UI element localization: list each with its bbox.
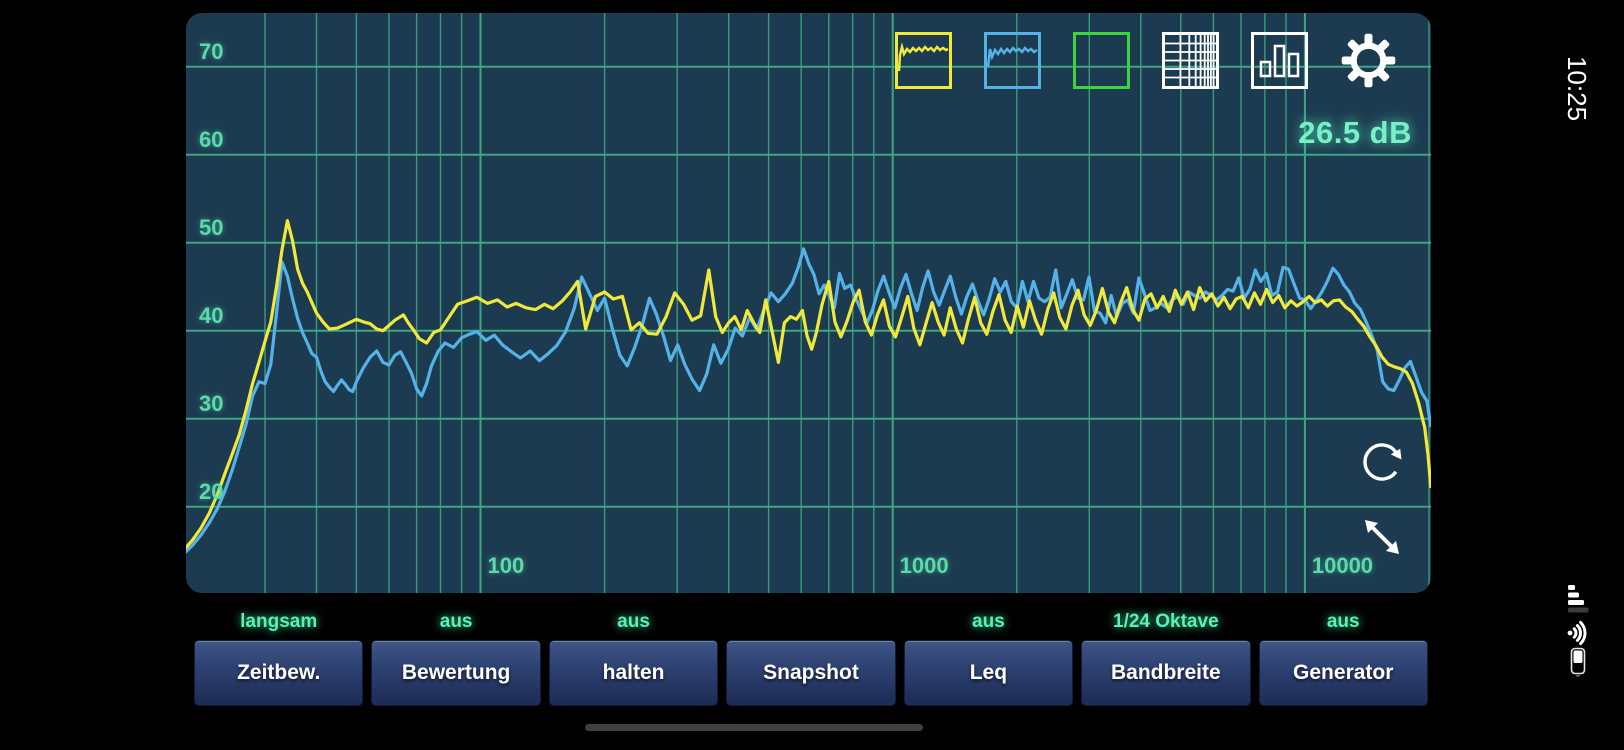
status-label: 1/24 Oktave: [1113, 611, 1219, 632]
control-bar: langsam Zeitbew. aus Bewertung aus halte…: [194, 610, 1428, 706]
halten-button[interactable]: halten: [548, 640, 719, 706]
status-bar-clock: 10:25: [1549, 55, 1605, 120]
status-label: aus: [617, 611, 650, 632]
spectrum-analyzer-panel[interactable]: 20 30 40 50 60 70 100 1000 10000: [186, 13, 1431, 593]
y-axis-label: 20: [199, 478, 224, 504]
expand-fullscreen-icon[interactable]: [1358, 513, 1406, 561]
status-label: [726, 610, 895, 634]
reset-rotate-icon[interactable]: [1358, 438, 1406, 486]
grid-glyph: [1165, 35, 1216, 86]
bars-glyph: [1259, 44, 1300, 78]
level-readout: 26.5 dB: [1298, 115, 1412, 150]
blue-trace-toggle-icon[interactable]: [984, 32, 1041, 89]
x-axis-label: 1000: [899, 553, 949, 578]
mini-spectrum-blue: [987, 46, 1038, 68]
spectrum-chart: [186, 13, 1431, 593]
status-bar-icons: [1560, 585, 1596, 677]
y-axis-label: 50: [199, 214, 224, 240]
rotate-glyph: [1363, 443, 1402, 481]
x-axis-label: 100: [487, 553, 525, 578]
generator-button[interactable]: Generator: [1258, 640, 1428, 706]
snapshot-button[interactable]: Snapshot: [726, 640, 896, 706]
status-label: aus: [439, 611, 473, 632]
bar-display-toggle-icon[interactable]: [1251, 32, 1308, 89]
grid-toggle-icon[interactable]: [1162, 32, 1219, 89]
chart-toolbar: [895, 32, 1397, 89]
x-axis-label: 10000: [1311, 553, 1374, 578]
green-trace-toggle-icon[interactable]: [1073, 32, 1130, 89]
y-axis-label: 30: [199, 390, 224, 416]
control-leq: aus Leq: [903, 610, 1074, 706]
status-label: aus: [1326, 611, 1360, 632]
clock-text: 10:25: [1562, 55, 1593, 121]
expand-glyph: [1365, 520, 1399, 554]
bewertung-button[interactable]: Bewertung: [371, 640, 541, 706]
control-snapshot: Snapshot: [726, 610, 896, 706]
wifi-icon: [1567, 620, 1587, 646]
control-bandbreite: 1/24 Oktave Bandbreite: [1081, 610, 1251, 706]
status-label: aus: [972, 611, 1005, 632]
y-axis-label: 40: [199, 302, 224, 328]
control-halten: aus halten: [548, 610, 719, 706]
settings-gear-icon[interactable]: [1340, 32, 1397, 89]
cellular-signal-icon: [1568, 585, 1589, 613]
control-bewertung: aus Bewertung: [371, 610, 541, 706]
control-zeitbew: langsam Zeitbew.: [194, 610, 364, 706]
mini-spectrum-yellow: [898, 42, 949, 72]
home-indicator[interactable]: [585, 724, 923, 731]
gear-glyph: [1341, 33, 1396, 88]
leq-button[interactable]: Leq: [903, 640, 1074, 706]
control-generator: aus Generator: [1258, 610, 1428, 706]
zeitbew-button[interactable]: Zeitbew.: [194, 640, 364, 706]
bandbreite-button[interactable]: Bandbreite: [1081, 640, 1251, 706]
status-label: langsam: [240, 611, 318, 632]
y-axis-label: 70: [199, 38, 224, 64]
yellow-trace-toggle-icon[interactable]: [895, 32, 952, 89]
y-axis-label: 60: [199, 126, 224, 152]
battery-icon: [1570, 647, 1586, 677]
